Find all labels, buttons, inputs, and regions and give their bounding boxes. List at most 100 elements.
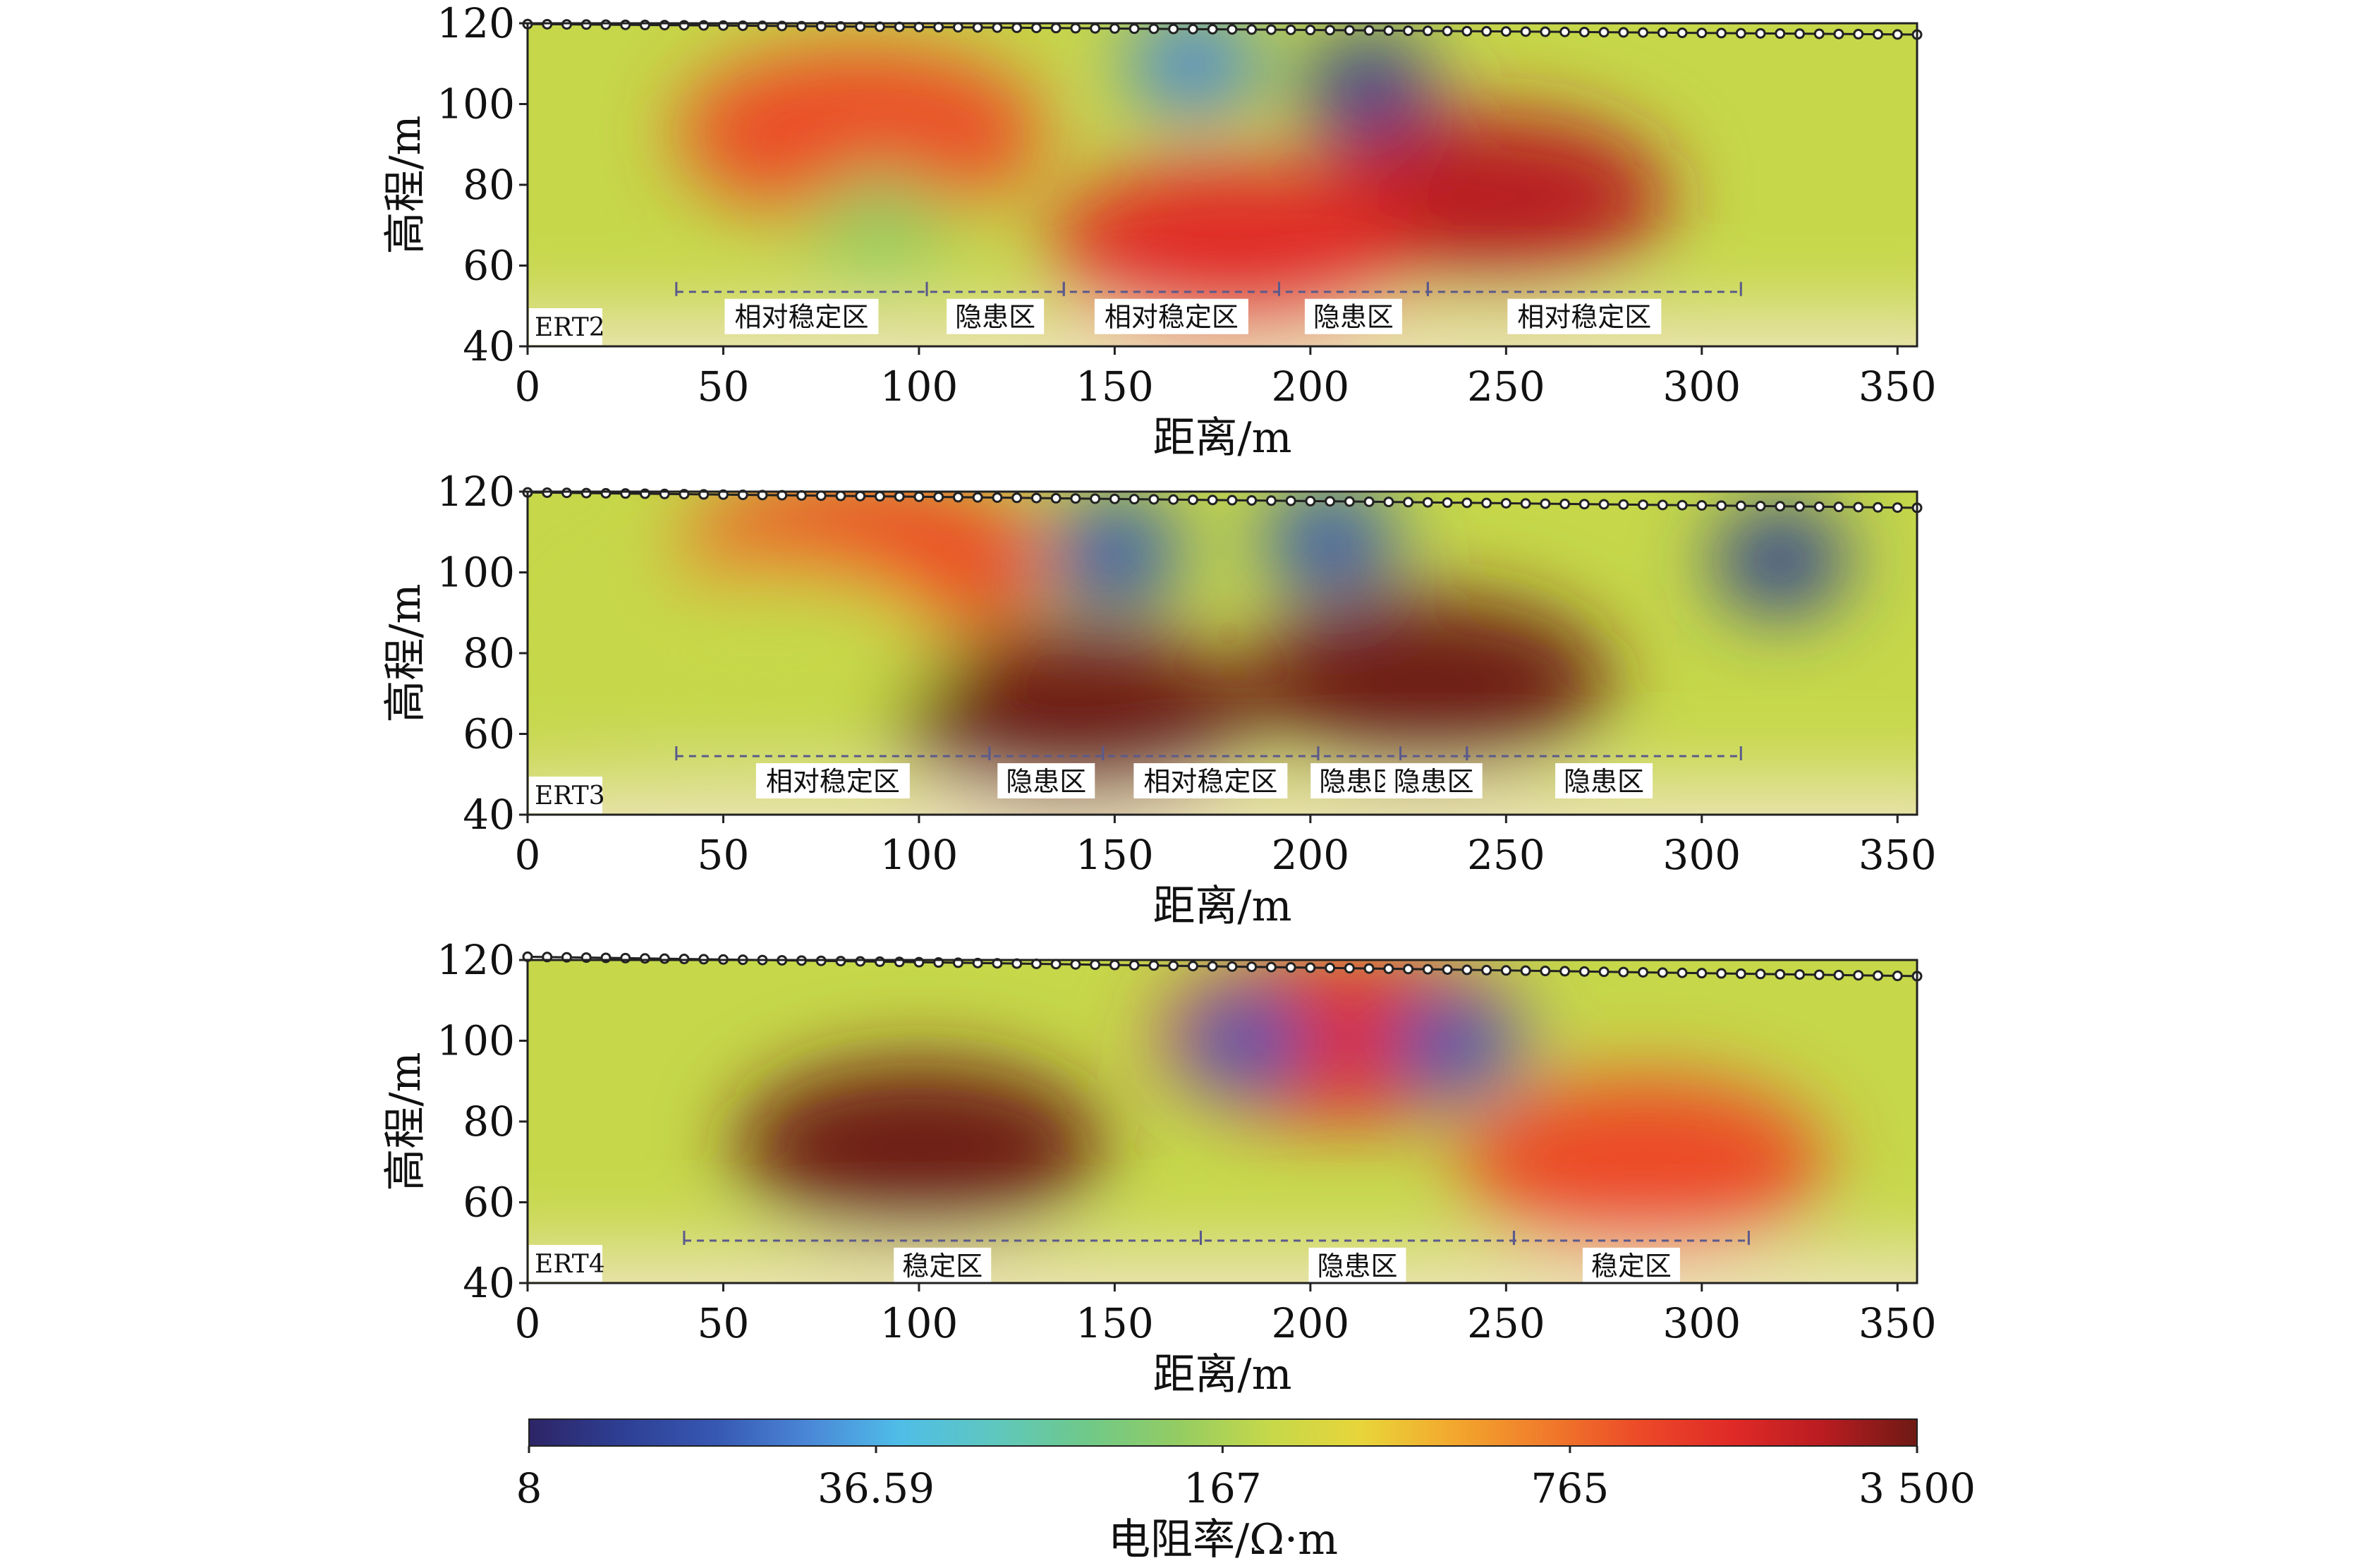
anomaly-6 [813, 172, 947, 279]
electrode-marker [1246, 961, 1258, 973]
colorbar-tick-label: 765 [1531, 1464, 1610, 1512]
y-tick-label: 60 [463, 242, 515, 290]
electrode-marker [1481, 25, 1492, 37]
electrode-marker [1344, 496, 1355, 507]
zone-label: 相对稳定区 [1105, 302, 1239, 333]
y-tick-label: 80 [463, 161, 515, 209]
electrode-marker [1207, 961, 1218, 972]
electrode-marker [1265, 961, 1277, 973]
zone-label: 隐患区 [1394, 766, 1474, 797]
electrode-marker [1109, 23, 1120, 34]
electrode-marker [1813, 28, 1825, 39]
zone-label: 稳定区 [1591, 1251, 1672, 1282]
x-tick-label: 0 [515, 831, 541, 879]
zone-label: 相对稳定区 [766, 766, 900, 797]
x-tick-label: 150 [1076, 363, 1154, 411]
electrode-marker [1383, 497, 1394, 508]
electrode-marker [1500, 26, 1512, 37]
x-tick-label: 350 [1859, 1299, 1937, 1347]
electrode-marker [1873, 29, 1884, 40]
electrode-marker [1422, 964, 1433, 975]
electrode-marker [1735, 500, 1746, 511]
colorbar-tick-label: 167 [1184, 1464, 1262, 1512]
electrode-marker [580, 487, 592, 499]
zone-label-box [1582, 1247, 1680, 1283]
x-tick-label: 250 [1467, 1299, 1545, 1347]
electrode-marker [894, 491, 905, 502]
electrode-marker [1833, 28, 1844, 39]
anomaly-5 [1048, 160, 1416, 330]
electrode-marker [1265, 495, 1277, 506]
electrode-marker [1716, 968, 1727, 979]
electrode-marker [1677, 499, 1688, 511]
electrode-marker [1070, 959, 1081, 970]
electrode-marker [1442, 497, 1453, 509]
electrode-marker [1598, 27, 1610, 38]
electrode-marker [1833, 969, 1844, 980]
electrode-marker [1716, 28, 1727, 39]
electrode-marker [1735, 968, 1746, 979]
anomaly-3 [1263, 492, 1397, 593]
electrode-marker [1540, 966, 1551, 977]
electrode-marker [1598, 499, 1610, 510]
anomaly-2 [1047, 499, 1182, 605]
electrode-marker [855, 490, 866, 502]
zone-label-box [755, 762, 910, 798]
y-axis-title: 高程/m [381, 583, 430, 722]
electrode-marker [1129, 23, 1140, 35]
electrode-marker [1070, 23, 1081, 34]
electrode-marker [1461, 964, 1473, 976]
electrode-marker [1050, 492, 1062, 504]
electrode-marker [1403, 497, 1414, 508]
electrode-marker [1520, 498, 1531, 509]
electrode-marker [1775, 28, 1786, 39]
electrode-marker [1794, 501, 1806, 512]
resistivity-field [528, 492, 1917, 815]
electrode-marker [1030, 492, 1042, 504]
electrode-marker [1813, 501, 1825, 512]
profile-label-box [529, 308, 602, 345]
electrode-marker [1207, 494, 1218, 506]
electrode-marker [874, 956, 885, 967]
anomaly-3 [1176, 987, 1311, 1094]
electrode-marker [1148, 960, 1160, 971]
electrode-marker [1892, 29, 1903, 40]
electrode-marker [580, 19, 592, 30]
electrode-marker [1403, 25, 1414, 37]
electrode-marker [1481, 497, 1492, 509]
y-tick-label: 40 [463, 322, 515, 370]
electrode-marker [1187, 961, 1198, 972]
x-axis-title: 距离/m [1152, 413, 1291, 463]
electrode-marker [1559, 26, 1571, 37]
electrode-marker [1638, 27, 1649, 38]
x-tick-label: 300 [1662, 1299, 1741, 1347]
profile-label-box [529, 1245, 602, 1282]
anomaly-4 [1388, 992, 1523, 1098]
electrode-marker [1500, 965, 1512, 976]
y-tick-label: 120 [437, 0, 515, 47]
x-tick-label: 0 [515, 363, 541, 411]
electrode-marker [1207, 23, 1218, 35]
x-tick-label: 100 [880, 831, 959, 879]
electrode-marker [1618, 966, 1629, 978]
electrode-marker [659, 20, 670, 31]
colorbar-tick-label: 3 500 [1859, 1464, 1976, 1512]
electrode-marker [1109, 959, 1120, 971]
electrode-marker [1325, 496, 1336, 507]
y-tick-label: 120 [437, 936, 515, 984]
zone-label: 隐患区 [955, 302, 1035, 333]
y-axis-title: 高程/m [381, 1052, 430, 1191]
anomaly-2 [1126, 23, 1260, 117]
electrode-marker [1853, 28, 1864, 39]
x-tick-label: 300 [1662, 831, 1741, 879]
x-tick-label: 300 [1662, 363, 1741, 411]
anomaly-4 [1244, 597, 1612, 767]
electrode-marker [1422, 25, 1433, 37]
anomaly-1 [1302, 35, 1437, 141]
zone-label-box [1507, 298, 1662, 334]
electrode-marker [1227, 24, 1238, 35]
electrode-marker [1305, 25, 1316, 36]
electrode-marker [1638, 966, 1649, 978]
electrode-marker [1011, 22, 1023, 33]
electrode-marker [1618, 499, 1629, 510]
